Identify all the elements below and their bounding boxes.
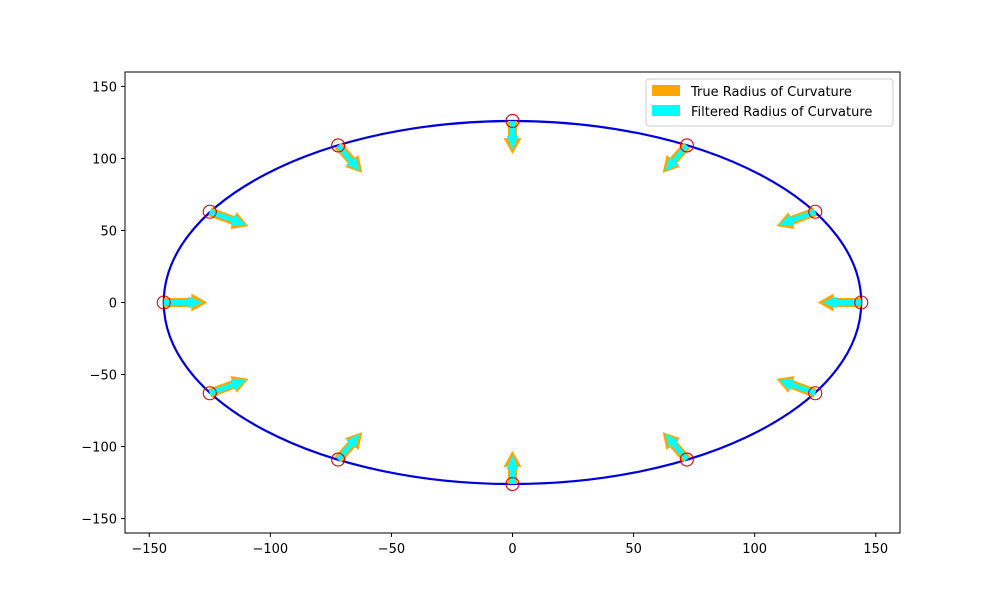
x-tick-label-3: 0 bbox=[508, 542, 516, 557]
sample-point-marker-2 bbox=[679, 138, 694, 153]
y-tick-label-3: 0 bbox=[109, 297, 117, 312]
legend: True Radius of Curvature Filtered Radius… bbox=[645, 78, 894, 127]
sample-point-marker-11 bbox=[808, 386, 823, 401]
x-tick-label-1: −100 bbox=[252, 542, 288, 557]
y-tick-label-6: 150 bbox=[92, 80, 117, 95]
filtered-radius-arrow-6 bbox=[163, 296, 203, 309]
plot-layer bbox=[156, 113, 869, 492]
sample-point-marker-5 bbox=[202, 204, 217, 219]
legend-label-filtered-radius: Filtered Radius of Curvature bbox=[691, 105, 872, 120]
y-tick-label-4: 50 bbox=[100, 224, 117, 239]
filtered-radius-arrow-11 bbox=[778, 379, 817, 396]
x-tick-label-4: 50 bbox=[625, 542, 642, 557]
x-tick-label-6: 150 bbox=[863, 542, 888, 557]
sample-point-marker-0 bbox=[854, 295, 869, 310]
sample-point-marker-4 bbox=[331, 138, 346, 153]
sample-point-marker-6 bbox=[156, 295, 171, 310]
sample-point-marker-7 bbox=[202, 386, 217, 401]
filtered-radius-arrow-7 bbox=[208, 379, 247, 396]
y-tick-label-2: −50 bbox=[90, 369, 117, 384]
y-tick-label-5: 100 bbox=[92, 152, 117, 167]
sample-point-marker-9 bbox=[505, 476, 520, 492]
legend-swatch-filtered-radius bbox=[652, 105, 680, 116]
x-tick-label-0: −150 bbox=[131, 542, 167, 557]
y-tick-label-1: −100 bbox=[81, 441, 117, 456]
y-tick-label-0: −150 bbox=[81, 513, 117, 528]
sample-point-marker-3 bbox=[505, 113, 520, 129]
filtered-radius-arrow-9 bbox=[506, 455, 519, 485]
axis-ticks: −150 −100 −50 0 50 100 150 −150 −100 −50 0 50 100 150 bbox=[81, 80, 888, 557]
filtered-radius-arrow-1 bbox=[778, 209, 817, 226]
legend-swatch-true-radius bbox=[652, 85, 680, 96]
x-tick-label-5: 100 bbox=[742, 542, 767, 557]
sample-point-marker-10 bbox=[679, 452, 694, 467]
filtered-radius-arrow-0 bbox=[822, 296, 862, 309]
filtered-radius-arrow-5 bbox=[208, 209, 247, 226]
legend-label-true-radius: True Radius of Curvature bbox=[690, 85, 852, 100]
filtered-radius-arrow-3 bbox=[506, 120, 519, 150]
x-tick-label-2: −50 bbox=[378, 542, 405, 557]
legend-box bbox=[645, 78, 894, 127]
sample-point-marker-1 bbox=[808, 204, 823, 219]
sample-point-marker-8 bbox=[331, 452, 346, 467]
